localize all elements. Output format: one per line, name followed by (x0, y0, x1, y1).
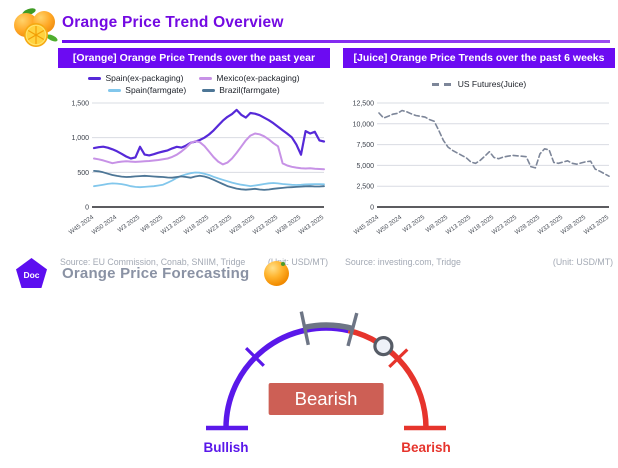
legend-row: US Futures(Juice) (431, 79, 527, 89)
svg-text:W3 2025: W3 2025 (401, 214, 426, 234)
legend-line-swatch (199, 76, 213, 80)
legend-label: Mexico(ex-packaging) (216, 73, 300, 83)
gauge-svg: Bullish Bearish (203, 311, 451, 455)
orange-chart-panel: [Orange] Orange Price Trends over the pa… (58, 48, 330, 267)
gauge-status-badge: Bearish (268, 383, 384, 415)
legend-item: US Futures(Juice) (431, 79, 527, 89)
gauge-needle-marker (373, 335, 394, 357)
gauge-label-bearish: Bearish (401, 440, 451, 455)
gauge-neutral-zone-arc (304, 322, 354, 332)
sentiment-gauge: Bullish Bearish Bearish (176, 303, 476, 463)
svg-text:W50 2024: W50 2024 (376, 214, 404, 236)
svg-text:500: 500 (77, 170, 89, 177)
orange-chart-source: Source: EU Commission, Conab, SNIIM, Tri… (60, 257, 246, 267)
forecast-section: Doc Orange Price Forecasting (16, 258, 290, 288)
forecast-title: Orange Price Forecasting (62, 264, 250, 282)
doc-pentagon-icon: Doc (16, 258, 47, 288)
legend-item: Mexico(ex-packaging) (199, 73, 300, 83)
svg-text:5,000: 5,000 (356, 163, 374, 170)
svg-text:W3 2025: W3 2025 (116, 214, 141, 234)
legend-line-swatch (202, 88, 216, 92)
legend-label: Spain(farmgate) (125, 85, 187, 95)
gauge-label-bullish: Bullish (203, 440, 248, 455)
series-Spain(farmgate) (93, 171, 325, 189)
svg-text:10,000: 10,000 (353, 121, 375, 128)
charts-row: [Orange] Orange Price Trends over the pa… (58, 48, 615, 267)
series-Spain(ex-packaging) (92, 108, 326, 160)
gauge-neutral-tick-left (299, 311, 310, 346)
juice-chart-panel: [Juice] Orange Price Trends over the pas… (343, 48, 615, 267)
juice-chart-title: [Juice] Orange Price Trends over the pas… (343, 48, 615, 68)
svg-text:7,500: 7,500 (356, 142, 374, 149)
title-underline (62, 40, 610, 43)
svg-text:0: 0 (85, 205, 89, 212)
legend-label: Spain(ex-packaging) (105, 73, 184, 83)
orange-chart-footer: Source: EU Commission, Conab, SNIIM, Tri… (58, 257, 330, 267)
oranges-image (14, 8, 58, 47)
gauge-arc-bearish (347, 327, 429, 429)
svg-text:2,500: 2,500 (356, 184, 374, 191)
orange-chart-unit: (Unit: USD/MT) (267, 257, 328, 267)
legend-item: Spain(farmgate) (108, 85, 186, 95)
gauge-arc-bullish (223, 325, 350, 429)
svg-text:12,500: 12,500 (353, 101, 375, 108)
legend-label: US Futures(Juice) (457, 79, 527, 89)
page-title: Orange Price Trend Overview (62, 14, 284, 31)
svg-text:W43 2025: W43 2025 (298, 214, 326, 236)
svg-text:1,500: 1,500 (71, 101, 89, 108)
svg-text:1,000: 1,000 (71, 135, 89, 142)
orange-chart-title: [Orange] Orange Price Trends over the pa… (58, 48, 330, 68)
juice-chart-source: Source: investing.com, Tridge (345, 257, 461, 267)
legend-line-swatch (108, 88, 122, 92)
legend-item: Spain(ex-packaging) (88, 73, 183, 83)
juice-chart-legend: US Futures(Juice) (343, 71, 615, 97)
juice-chart-footer: Source: investing.com, Tridge (Unit: USD… (343, 257, 615, 267)
legend-item: Brazil(farmgate) (202, 85, 280, 95)
legend-row: Spain(ex-packaging) Mexico(ex-packaging) (88, 73, 300, 83)
juice-chart-unit: (Unit: USD/MT) (552, 257, 613, 267)
series-US Futures(Juice) (378, 109, 610, 177)
svg-text:0: 0 (370, 205, 374, 212)
legend-label: Brazil(farmgate) (219, 85, 280, 95)
series-Mexico(ex-packaging) (93, 132, 325, 171)
gauge-tick-135 (244, 346, 265, 367)
legend-row: Spain(farmgate) Brazil(farmgate) (108, 85, 280, 95)
gauge-neutral-tick-right (346, 312, 359, 347)
orange-icon (264, 260, 290, 286)
series-Brazil(farmgate) (93, 170, 325, 191)
gauge-tick-44 (388, 348, 409, 369)
svg-text:W50 2024: W50 2024 (91, 214, 119, 236)
svg-text:W43 2025: W43 2025 (583, 214, 611, 236)
legend-line-swatch (88, 76, 102, 80)
orange-chart-legend: Spain(ex-packaging) Mexico(ex-packaging) S… (58, 71, 330, 97)
legend-dashed-line-swatch (431, 82, 454, 86)
